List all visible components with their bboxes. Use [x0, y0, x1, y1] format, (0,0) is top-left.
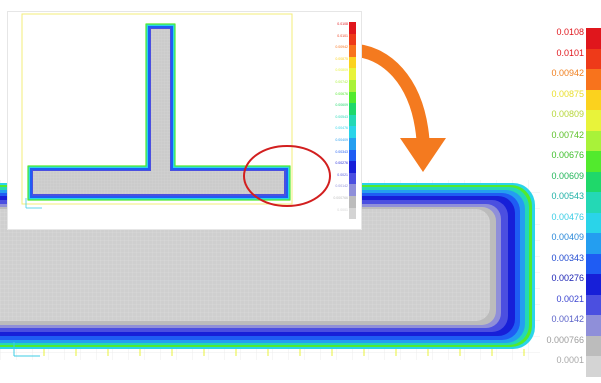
- inset-legend-label: 0.0021: [337, 172, 348, 177]
- main-legend-swatch: [586, 192, 601, 213]
- inset-legend-labels: 0.0108 0.0101 0.00942 0.00875 0.00809 0.00742…: [326, 22, 348, 219]
- t-section-contour: [27, 23, 291, 201]
- axis-triad-icon: [13, 342, 40, 357]
- inset-canvas: [21, 13, 331, 209]
- main-legend-label: 0.00875: [551, 88, 584, 99]
- inset-legend-swatch: [349, 33, 356, 46]
- inset-frame: [21, 13, 293, 205]
- main-legend-label: 0.0021: [556, 293, 584, 304]
- inset-legend-label: 0.00809: [335, 68, 348, 73]
- inset-t-section-view[interactable]: 0.0108 0.0101 0.00942 0.00875 0.00809 0.00742…: [8, 12, 361, 229]
- inset-axis-triad-icon: [25, 198, 42, 209]
- main-legend-label: 0.0001: [556, 355, 584, 365]
- inset-legend-label: 0.00276: [335, 161, 348, 166]
- inset-legend-swatch: [349, 149, 356, 162]
- inset-legend-swatch: [349, 91, 356, 104]
- main-legend-swatch: [586, 130, 601, 151]
- inset-legend-label: 0.000766: [333, 195, 348, 200]
- inset-legend-swatch: [349, 103, 356, 115]
- main-legend-label: 0.00142: [551, 314, 584, 324]
- inset-legend-label: 0.0001: [337, 207, 348, 212]
- inset-legend-label: 0.00942: [335, 45, 348, 50]
- inset-legend-swatch: [349, 172, 356, 185]
- inset-legend-swatch: [349, 207, 356, 220]
- main-legend-label: 0.00609: [551, 170, 584, 181]
- inset-legend-label: 0.00676: [335, 91, 348, 96]
- main-legend-label: 0.00409: [551, 232, 584, 242]
- inset-legend-label: 0.00543: [335, 114, 348, 119]
- main-legend-swatch: [586, 110, 601, 131]
- main-legend-label: 0.00809: [551, 109, 584, 119]
- main-legend-swatch: [586, 28, 601, 49]
- inset-legend-swatch: [349, 161, 356, 173]
- inset-legend: [349, 22, 356, 220]
- main-legend-swatch: [586, 356, 601, 377]
- main-legend-labels: 0.0108 0.0101 0.00942 0.00875 0.00809 0.00742…: [535, 28, 584, 377]
- main-legend-swatch: [586, 171, 601, 192]
- main-legend-swatch: [586, 151, 601, 172]
- main-legend-label: 0.000766: [546, 334, 584, 345]
- inset-legend-label: 0.00875: [335, 56, 348, 61]
- main-legend-swatch: [586, 274, 601, 295]
- inset-legend-label: 0.00609: [335, 103, 348, 108]
- main-legend-swatch: [586, 89, 601, 110]
- highlight-circle: [243, 145, 331, 207]
- inset-legend-swatch: [349, 184, 356, 196]
- main-legend-label: 0.00742: [551, 129, 584, 140]
- inset-legend-swatch: [349, 56, 356, 69]
- inset-legend-swatch: [349, 45, 356, 57]
- inset-legend-label: 0.00742: [335, 79, 348, 84]
- inset-legend-swatch: [349, 126, 356, 138]
- inset-legend-swatch: [349, 79, 356, 92]
- inset-legend-label: 0.00476: [335, 126, 348, 131]
- inset-legend-swatch: [349, 195, 356, 208]
- main-legend-label: 0.0101: [556, 47, 584, 58]
- main-legend-swatch: [586, 315, 601, 336]
- main-legend-label: 0.00543: [551, 191, 584, 201]
- main-legend-label: 0.00276: [551, 273, 584, 283]
- main-legend-label: 0.00343: [551, 252, 584, 263]
- inset-legend-label: 0.0108: [337, 22, 348, 26]
- bottom-axis-ticks: [43, 349, 525, 356]
- main-legend-swatch: [586, 212, 601, 233]
- main-legend-swatch: [586, 69, 601, 90]
- main-legend-label: 0.00676: [551, 150, 584, 160]
- main-legend-swatch: [586, 253, 601, 274]
- inset-legend-label: 0.0101: [337, 33, 348, 38]
- inset-legend-swatch: [349, 68, 356, 80]
- main-legend-label: 0.00942: [551, 68, 584, 78]
- main-legend-swatch: [586, 233, 601, 254]
- main-legend-swatch: [586, 294, 601, 315]
- inset-legend-swatch: [349, 22, 356, 34]
- inset-legend-label: 0.00343: [335, 149, 348, 154]
- main-legend-colorbar: [586, 28, 601, 377]
- main-legend-label: 0.0108: [556, 27, 584, 37]
- inset-legend-swatch: [349, 137, 356, 150]
- main-legend-swatch: [586, 335, 601, 356]
- inset-legend-label: 0.00409: [335, 137, 348, 142]
- main-legend-label: 0.00476: [551, 211, 584, 222]
- main-legend-swatch: [586, 48, 601, 69]
- inset-legend-label: 0.00142: [335, 184, 348, 189]
- inset-legend-swatch: [349, 114, 356, 127]
